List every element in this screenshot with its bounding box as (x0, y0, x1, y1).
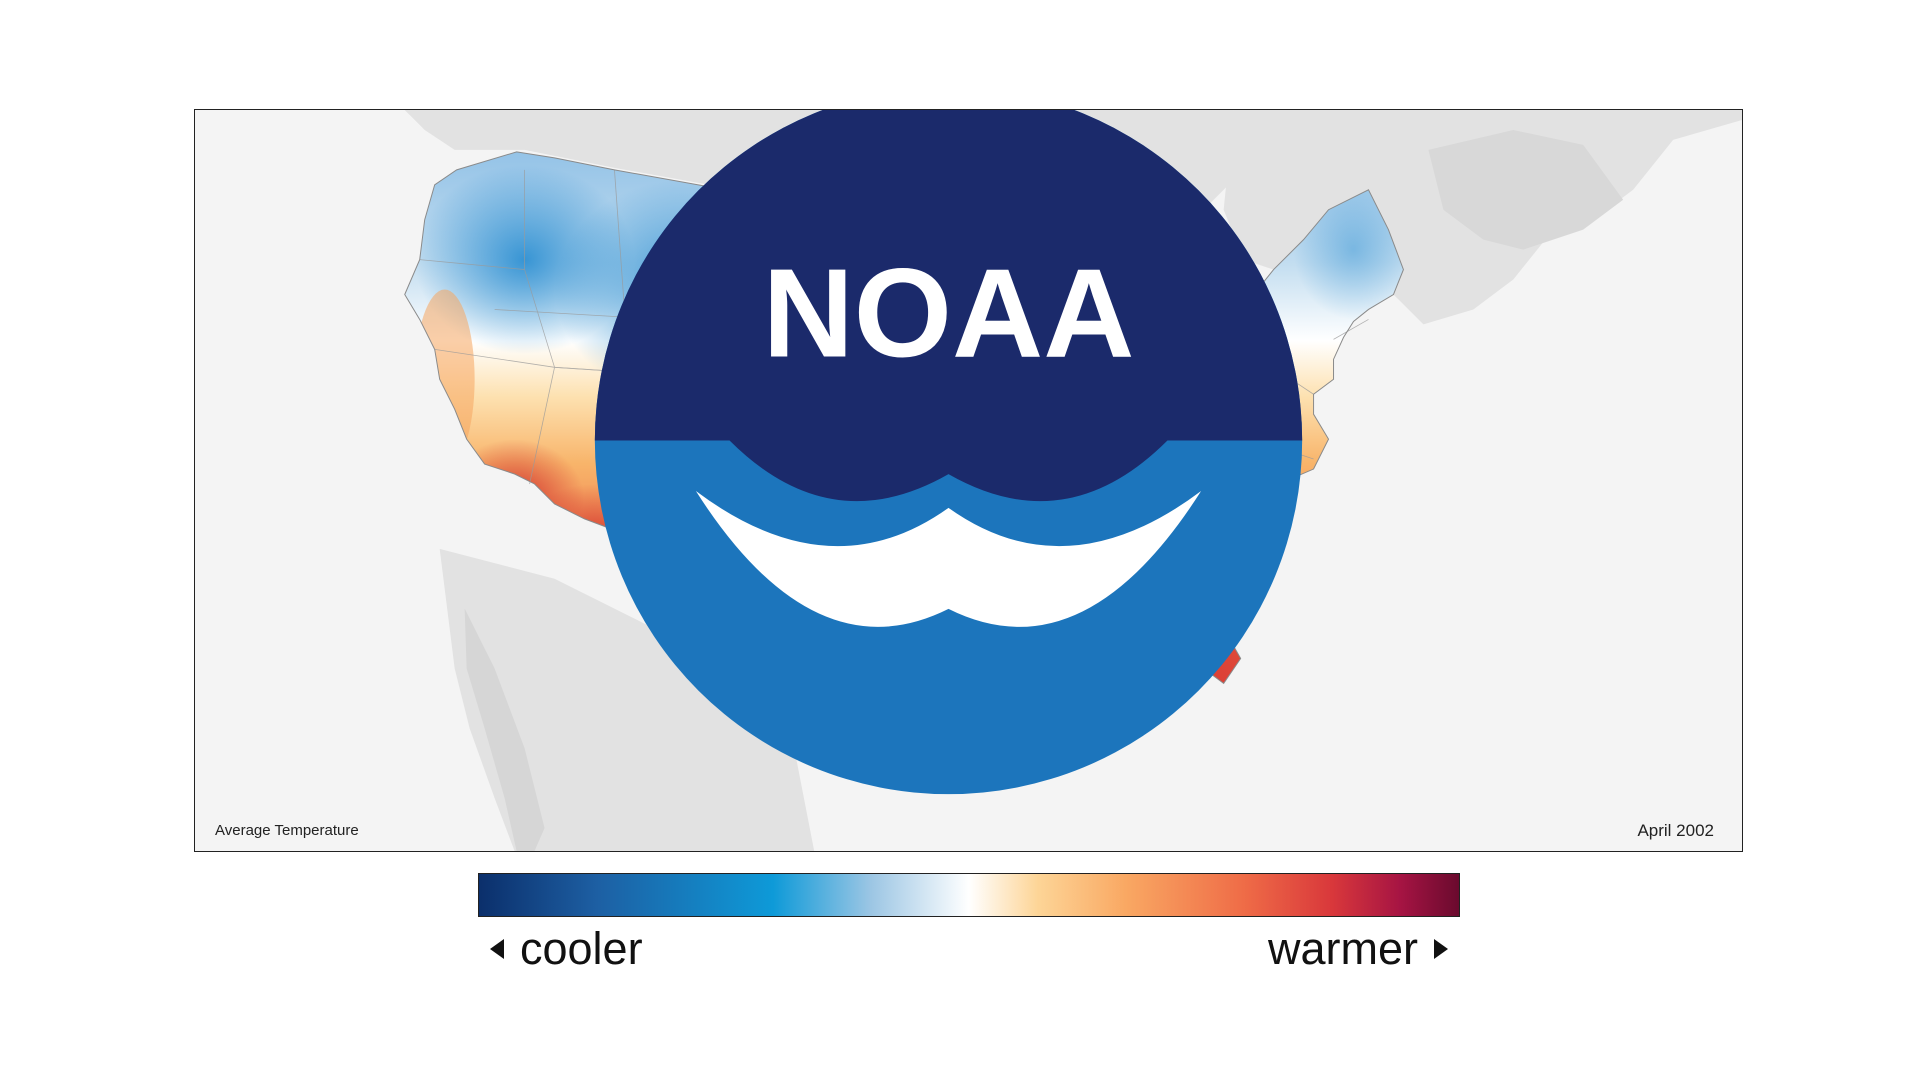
legend-cooler: cooler (478, 923, 643, 975)
left-arrow-icon (490, 939, 504, 959)
legend-warmer: warmer (1268, 923, 1460, 975)
color-legend: cooler warmer (478, 873, 1460, 983)
right-arrow-icon (1434, 939, 1448, 959)
legend-labels: cooler warmer (478, 923, 1460, 983)
date-label: April 2002 (1637, 821, 1714, 840)
noaa-logo-text: NOAA (763, 242, 1135, 383)
variable-label: Average Temperature (215, 822, 359, 839)
legend-color-bar (478, 873, 1460, 917)
legend-warmer-label: warmer (1267, 923, 1418, 974)
temperature-map: Average Temperature April 2002 NOAA (194, 109, 1743, 852)
legend-cooler-label: cooler (520, 923, 643, 974)
noaa-logo: NOAA (594, 110, 1303, 795)
